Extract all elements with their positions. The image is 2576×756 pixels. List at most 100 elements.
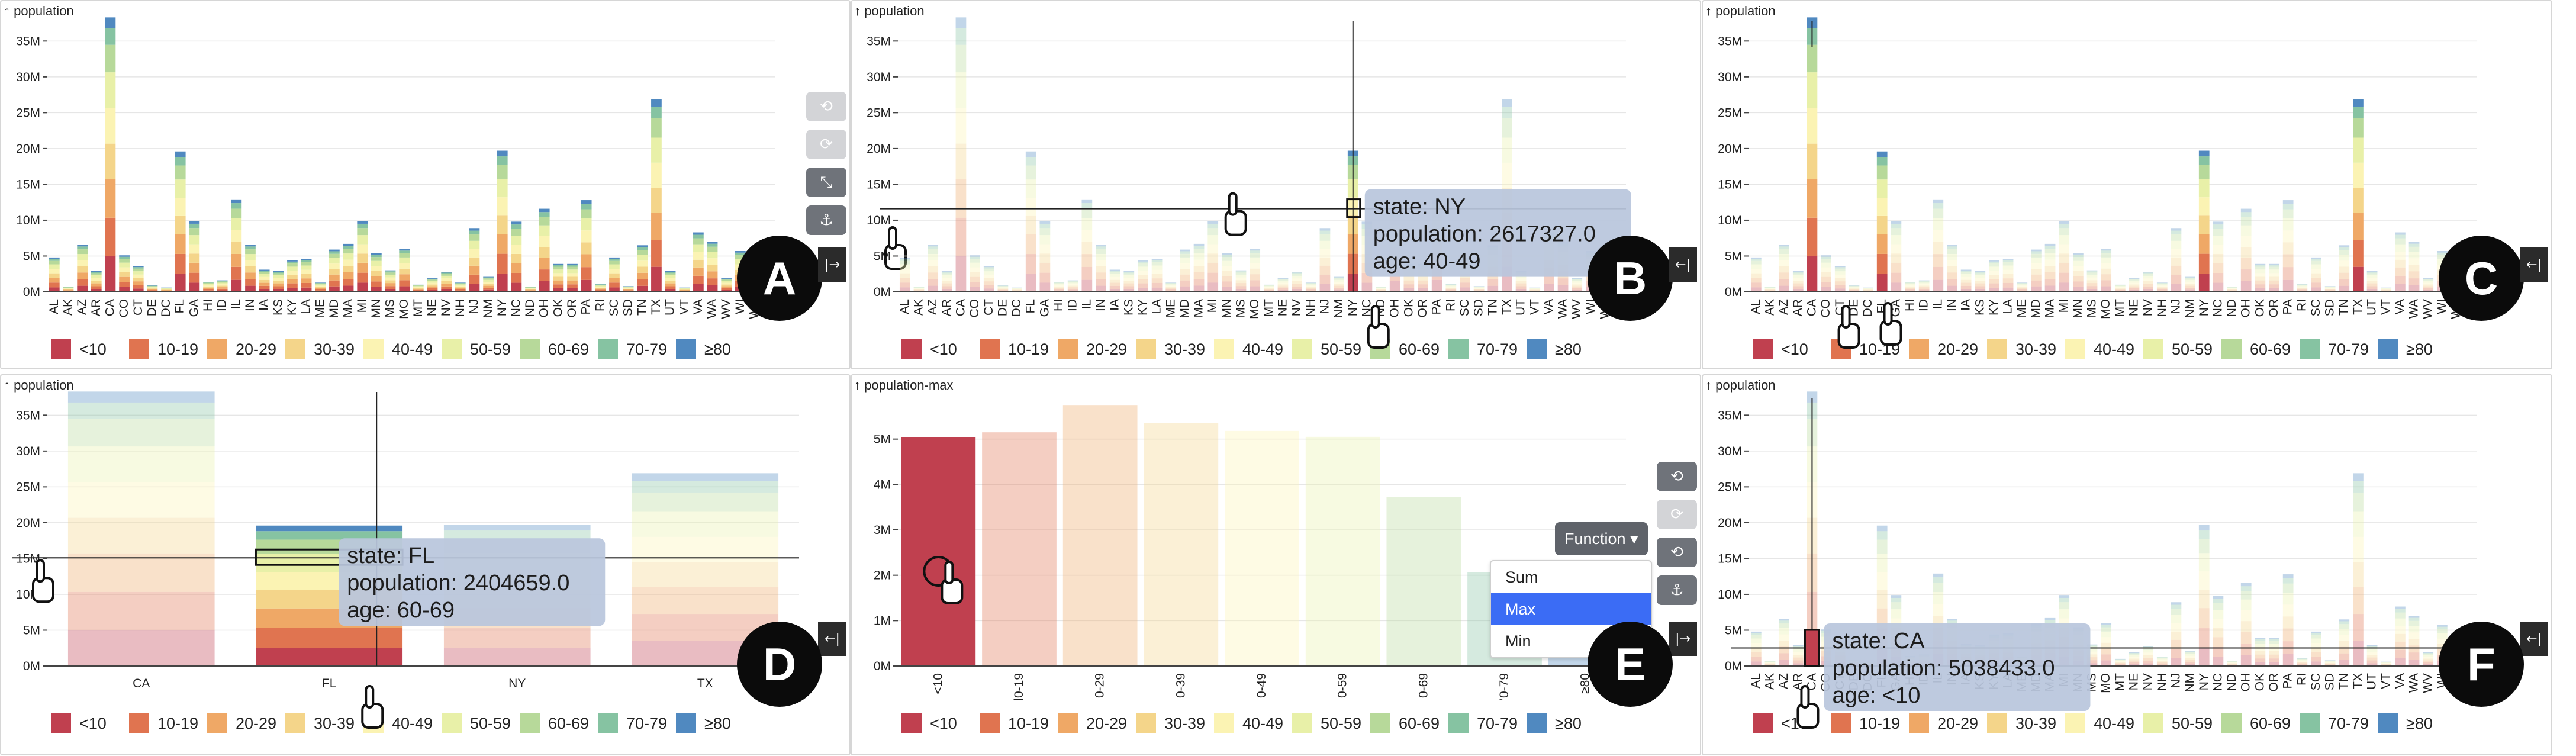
x-tick-label: 0-49: [1255, 673, 1268, 698]
anchor-button[interactable]: ⚓: [1657, 575, 1697, 605]
bar-segment-MT-40-49: [2114, 661, 2126, 662]
bar-segment-MO-60-69: [1250, 253, 1261, 258]
bar-segment-NJ-30-39: [2171, 631, 2182, 640]
legend-swatch: [901, 339, 922, 359]
bar-segment-OH-10-19: [539, 269, 550, 281]
bar-segment-UT-60-69: [665, 273, 676, 275]
tooltip-population: population: 2617327.0: [1373, 222, 1596, 247]
bar-segment-LA-30-39: [1151, 274, 1163, 279]
bar-segment-MI-60-69: [2059, 602, 2070, 610]
bar-segment-ME-70-79: [315, 282, 326, 284]
bar-segment-CA-40-49: [67, 482, 215, 518]
collapse-button[interactable]: ←|: [1669, 247, 1697, 282]
function-dropdown-button[interactable]: Function ▾: [1555, 522, 1648, 555]
undo-button[interactable]: ⟲: [806, 92, 846, 121]
bar-segment-CA-20-29: [67, 553, 215, 592]
x-tick-label: NJ: [467, 299, 481, 314]
bar-segment-VA-≥80: [2395, 232, 2406, 235]
bar-segment-NE-60-69: [2129, 279, 2140, 281]
bar-segment-LA-60-69: [1151, 262, 1163, 266]
collapse-button[interactable]: |→: [818, 247, 846, 282]
bar-segment-AR-20-29: [941, 283, 952, 287]
function-option-min[interactable]: Min: [1505, 632, 1531, 650]
bar-segment-MT-40-49: [2114, 287, 2126, 288]
bar-segment-MO-20-29: [399, 274, 410, 281]
function-option-sum[interactable]: Sum: [1505, 568, 1538, 586]
shrink-button[interactable]: ⟲: [1657, 538, 1697, 567]
bar-segment-AR-10-19: [1792, 286, 1804, 289]
y-axis-label: ↑ population-max: [854, 378, 954, 393]
bar-segment-NM-≥80: [2185, 276, 2195, 278]
bar-segment-WA-60-69: [707, 246, 718, 252]
bar-segment-CO-40-49: [119, 267, 130, 272]
bar-segment-LA-<10: [1151, 287, 1163, 292]
x-tick-label: ND: [2225, 673, 2239, 691]
collapse-button[interactable]: ←|: [2520, 622, 2548, 656]
bar-segment-CT-40-49: [133, 274, 144, 278]
redo-button[interactable]: ⟳: [1657, 500, 1697, 529]
bar-segment-AZ-40-49: [77, 260, 88, 266]
x-tick-label: FL: [173, 299, 187, 314]
bar-segment-MN-20-29: [2072, 276, 2084, 282]
undo-button[interactable]: ⟲: [1657, 462, 1697, 491]
bar-segment-GA-10-19: [189, 272, 200, 283]
bar-segment-WI-70-79: [735, 252, 746, 255]
bar-segment-AL-20-29: [1750, 652, 1762, 657]
collapse-button[interactable]: ←|: [818, 622, 846, 656]
bar-segment-NJ-30-39: [469, 257, 480, 266]
x-tick-label: CA: [1805, 299, 1818, 316]
bar-segment-UT-60-69: [2366, 273, 2378, 275]
anchor-button[interactable]: ⚓: [806, 205, 846, 235]
x-tick-label: AK: [912, 299, 925, 316]
bar-segment-IN-20-29: [1096, 272, 1106, 279]
collapse-button[interactable]: |→: [1669, 622, 1697, 656]
bar-segment-TX-10-19: [2353, 240, 2364, 267]
bar-segment-PA-40-49: [2282, 604, 2294, 617]
bar-segment-IL-<10: [1933, 279, 1944, 292]
redo-button[interactable]: ⟳: [806, 130, 846, 159]
bar-segment-IN-60-69: [245, 249, 256, 255]
bar-segment-IL-20-29: [1933, 253, 1944, 267]
legend-swatch: [520, 339, 540, 359]
bar-segment-PA-30-39: [2282, 242, 2294, 255]
bar-segment-ND-70-79: [525, 287, 536, 288]
bar-segment-PA-20-29: [2282, 254, 2294, 268]
y-tick-label: 2M: [874, 569, 891, 583]
x-tick-label: OH: [1388, 299, 1402, 318]
bar-segment-NV-40-49: [2143, 652, 2154, 655]
bar-segment-NY-≥80: [443, 525, 591, 531]
bar-segment-WI-70-79: [2436, 626, 2448, 629]
function-option-max[interactable]: Max: [1491, 593, 1651, 625]
bar-segment-GA-20-29: [1891, 262, 1902, 273]
bar-segment-NY-70-79: [443, 530, 591, 539]
legend-label: 30-39: [2015, 340, 2056, 358]
y-axis-label: ↑ population: [4, 4, 74, 18]
y-tick-label: 25M: [867, 106, 891, 120]
bar-segment-AR-40-49: [1792, 278, 1804, 281]
bar-segment-NJ-40-49: [1319, 249, 1331, 258]
bar-segment-TN-30-39: [2339, 266, 2350, 273]
bar-segment-OR-50-59: [2269, 269, 2279, 274]
shrink-button[interactable]: ⤡: [806, 168, 846, 197]
panel-label-b: B: [1588, 236, 1673, 321]
collapse-button[interactable]: ←|: [2520, 247, 2548, 282]
bar-segment-KS-70-79: [273, 272, 284, 274]
bar-segment-SC-40-49: [2311, 643, 2321, 648]
bar-segment-ND-60-69: [2227, 287, 2237, 288]
bar-segment-SD-50-59: [2324, 287, 2336, 288]
bar-segment-ND-20-29: [2227, 664, 2237, 665]
x-tick-label: RI: [2295, 299, 2308, 311]
x-tick-label: NH: [2155, 299, 2169, 317]
x-tick-label: NE: [1276, 299, 1289, 316]
bar-segment-IL-50-59: [1933, 592, 1944, 604]
bar-segment-LA-10-19: [1151, 282, 1163, 288]
bar-segment-NH-<10: [1305, 290, 1316, 292]
legend-label: 50-59: [2172, 340, 2213, 358]
bar-segment-NM-40-49: [2185, 281, 2195, 284]
bar-segment-DC-50-59: [1863, 288, 1873, 289]
bar-segment-MS-60-69: [385, 272, 396, 275]
bar-segment-NM-50-59: [2185, 654, 2195, 656]
bar-segment-UT-20-29: [2366, 283, 2378, 287]
bar-segment-MO-20-29: [1250, 274, 1261, 281]
